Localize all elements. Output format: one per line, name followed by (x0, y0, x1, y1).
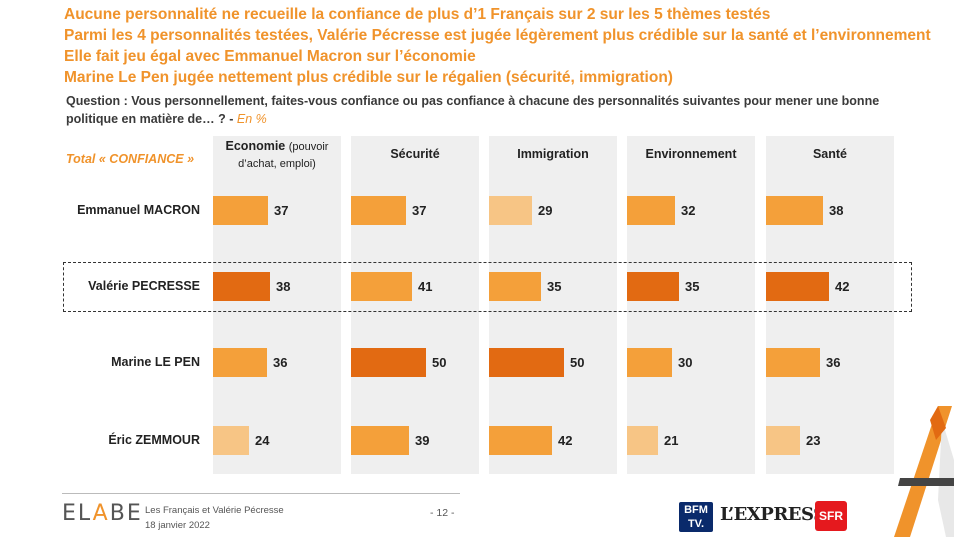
bar-2-2 (489, 348, 564, 377)
survey-question: Question : Vous personnellement, faites-… (66, 92, 886, 128)
bar-3-2 (489, 426, 552, 455)
data-label-0-0: 37 (274, 203, 289, 218)
data-label-2-4: 36 (826, 355, 841, 370)
data-label-2-3: 30 (678, 355, 693, 370)
bar-1-3 (627, 272, 679, 301)
bar-0-0 (213, 196, 268, 225)
bar-3-1 (351, 426, 409, 455)
data-label-1-0: 38 (276, 279, 291, 294)
pecresse-highlight-box (63, 262, 912, 312)
data-label-3-3: 21 (664, 433, 679, 448)
data-label-0-2: 29 (538, 203, 553, 218)
headline-block: Aucune personnalité ne recueille la conf… (64, 4, 944, 88)
footer-divider (62, 493, 460, 494)
data-label-1-2: 35 (547, 279, 562, 294)
bar-3-0 (213, 426, 249, 455)
column-background-0 (213, 136, 341, 474)
row-label-2: Marine LE PEN (111, 355, 200, 369)
data-label-2-1: 50 (432, 355, 447, 370)
question-unit: En % (236, 112, 267, 126)
headline-3: Elle fait jeu égal avec Emmanuel Macron … (64, 48, 476, 65)
bar-1-2 (489, 272, 541, 301)
bar-2-1 (351, 348, 426, 377)
footer-text: Les Français et Valérie Pécresse 18 janv… (145, 503, 284, 533)
data-label-3-2: 42 (558, 433, 573, 448)
data-label-2-0: 36 (273, 355, 288, 370)
column-background-2 (489, 136, 617, 474)
page-number: - 12 - (430, 507, 455, 519)
data-label-0-3: 32 (681, 203, 696, 218)
bar-2-0 (213, 348, 267, 377)
question-text: Question : Vous personnellement, faites-… (66, 94, 880, 126)
column-subtitle: (pouvoir d’achat, emploi) (238, 141, 329, 170)
column-title: Economie (225, 139, 289, 153)
row-label-0: Emmanuel MACRON (77, 203, 200, 217)
data-label-1-4: 42 (835, 279, 850, 294)
data-label-2-2: 50 (570, 355, 585, 370)
column-header-3: Environnement (645, 147, 737, 161)
bar-0-3 (627, 196, 675, 225)
data-label-0-1: 37 (412, 203, 427, 218)
bar-0-2 (489, 196, 532, 225)
column-background-3 (627, 136, 755, 474)
bar-1-4 (766, 272, 829, 301)
row-label-1: Valérie PECRESSE (88, 279, 200, 293)
column-header-0: Economie (pouvoir d’achat, emploi) (213, 138, 341, 172)
headline-1: Aucune personnalité ne recueille la conf… (64, 6, 771, 23)
total-confiance-label: Total « CONFIANCE » (66, 152, 195, 166)
data-label-3-0: 24 (255, 433, 270, 448)
bar-2-4 (766, 348, 820, 377)
bar-2-3 (627, 348, 672, 377)
column-header-1: Sécurité (390, 147, 440, 161)
column-header-2: Immigration (517, 147, 589, 161)
column-header-4: Santé (812, 147, 848, 161)
data-label-0-4: 38 (829, 203, 844, 218)
row-label-3: Éric ZEMMOUR (108, 433, 200, 447)
bar-3-4 (766, 426, 800, 455)
data-label-1-3: 35 (685, 279, 700, 294)
data-label-3-4: 23 (806, 433, 821, 448)
footer-title: Les Français et Valérie Pécresse (145, 505, 284, 516)
elabe-corner-logo (894, 406, 954, 537)
sfr-logo: SFR (815, 501, 847, 531)
bar-1-0 (213, 272, 270, 301)
footer-date: 18 janvier 2022 (145, 520, 210, 531)
data-label-1-1: 41 (418, 279, 433, 294)
bar-0-4 (766, 196, 823, 225)
headline-4: Marine Le Pen jugée nettement plus crédi… (64, 69, 673, 86)
data-label-3-1: 39 (415, 433, 430, 448)
bar-1-1 (351, 272, 412, 301)
lexpress-logo: L’EXPRESS (720, 504, 826, 525)
column-background-4 (766, 136, 894, 474)
bfmtv-logo: BFM TV. (679, 502, 713, 532)
elabe-logo: ELABE (62, 501, 143, 526)
headline-2: Parmi les 4 personnalités testées, Valér… (64, 27, 931, 44)
bar-3-3 (627, 426, 658, 455)
bar-0-1 (351, 196, 406, 225)
column-background-1 (351, 136, 479, 474)
